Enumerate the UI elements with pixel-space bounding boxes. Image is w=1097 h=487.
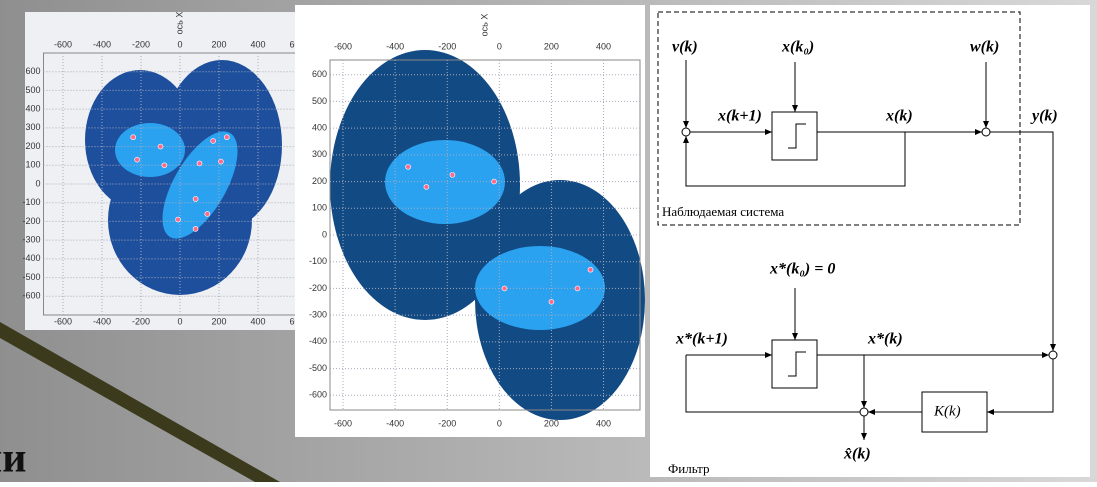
x-tick-label: 200 (211, 39, 226, 49)
x-tick-label: 200 (544, 418, 559, 428)
x-tick-label: -600 (334, 418, 352, 428)
diagonal-band (0, 322, 280, 482)
x-tick-label: 400 (250, 39, 265, 49)
x-tick-label: -200 (438, 418, 456, 428)
y-tick-label: 200 (25, 141, 40, 151)
x-tick-label: 400 (596, 418, 611, 428)
plot: -600 -600 -400 -400 -200 -200 0 0 200 200 400 400 60… (295, 5, 645, 437)
y-tick-label: -400 (22, 253, 40, 263)
point (157, 143, 164, 150)
y-tick-label: -500 (22, 272, 40, 282)
point (210, 138, 216, 144)
x-axis-label: ось X (174, 12, 184, 35)
y-tick-label: 600 (25, 66, 40, 76)
x-tick-label: 400 (596, 41, 611, 51)
x-tick-label: -200 (132, 316, 150, 326)
plot: -600 -600 -400 -400 -200 -200 0 0 200 200 400 400 60… (22, 12, 317, 330)
diagram-label: w(k) (970, 39, 999, 56)
y-tick-label: -200 (309, 283, 327, 293)
y-tick-label: -500 (309, 363, 327, 373)
point (130, 134, 136, 141)
y-tick-label: 100 (312, 203, 327, 213)
x-tick-label: -600 (54, 39, 72, 49)
x-tick-label: -600 (334, 41, 352, 51)
point (134, 156, 140, 163)
y-tick-label: 0 (322, 229, 327, 239)
diagram-label: x(k) (885, 108, 913, 125)
slide-title: ии (0, 436, 26, 482)
diagram-label: x(k+1) (717, 108, 762, 125)
diagram-label: v(k) (672, 39, 698, 56)
diagram-label: x*(k) (867, 331, 903, 348)
point (224, 134, 230, 141)
diagram-label: K(k) (933, 403, 961, 419)
y-tick-label: 500 (25, 85, 40, 95)
y-tick-label: -100 (309, 256, 327, 266)
point (405, 164, 411, 170)
diagram-label: Наблюдаемая система (662, 204, 784, 219)
wires (681, 60, 1058, 440)
point (161, 162, 168, 169)
y-tick-label: -300 (309, 310, 327, 320)
diagram-bg (650, 5, 1090, 477)
block-diagram (650, 5, 1090, 477)
y-tick-label: -200 (22, 216, 40, 226)
diagram-label: x(k₀) (781, 39, 814, 56)
x-tick-label: -400 (93, 39, 111, 49)
y-tick-label: -600 (309, 390, 327, 400)
x-tick-label: 0 (177, 39, 182, 49)
point (587, 266, 594, 273)
point (501, 285, 508, 292)
point (218, 158, 224, 165)
x-tick-label: 200 (211, 316, 226, 326)
point (204, 211, 211, 217)
x-tick-label: 0 (177, 316, 182, 326)
y-tick-label: 500 (312, 96, 327, 106)
x-tick-label: 200 (544, 41, 559, 51)
x-tick-label: -200 (132, 39, 150, 49)
point (192, 226, 199, 232)
diagram-label: x̂(k) (843, 446, 871, 463)
point (449, 172, 456, 178)
x-axis-label: ось X (479, 14, 489, 37)
point (548, 298, 555, 305)
x-tick-label: -200 (438, 41, 456, 51)
point (192, 196, 199, 202)
y-tick-label: 400 (312, 123, 327, 133)
x-tick-label: 400 (250, 316, 265, 326)
y-tick-label: -400 (309, 336, 327, 346)
diagram-label: x*(k+1) (675, 331, 728, 348)
point (491, 178, 497, 185)
x-tick-label: -400 (386, 41, 404, 51)
y-tick-label: 300 (312, 149, 327, 159)
y-tick-label: 100 (25, 160, 40, 170)
point (196, 160, 203, 167)
x-tick-label: 0 (497, 418, 502, 428)
y-tick-label: 400 (25, 104, 40, 114)
x-tick-label: -400 (93, 316, 111, 326)
y-tick-label: 600 (312, 69, 327, 79)
x-tick-label: -600 (54, 316, 72, 326)
y-tick-label: -100 (22, 197, 40, 207)
y-tick-label: -600 (22, 291, 40, 301)
diagram-label: x*(k₀) = 0 (769, 261, 835, 278)
system-box (657, 11, 1021, 226)
point (175, 216, 181, 223)
point (574, 285, 581, 292)
diagram-label: y(k) (1030, 108, 1058, 125)
y-tick-label: 300 (25, 122, 40, 132)
y-tick-label: -300 (22, 235, 40, 245)
point (423, 184, 430, 190)
y-tick-label: 0 (35, 178, 40, 188)
diagram-label: Фильтр (668, 461, 710, 476)
x-tick-label: 0 (497, 41, 502, 51)
x-tick-label: -400 (386, 418, 404, 428)
y-tick-label: 200 (312, 176, 327, 186)
